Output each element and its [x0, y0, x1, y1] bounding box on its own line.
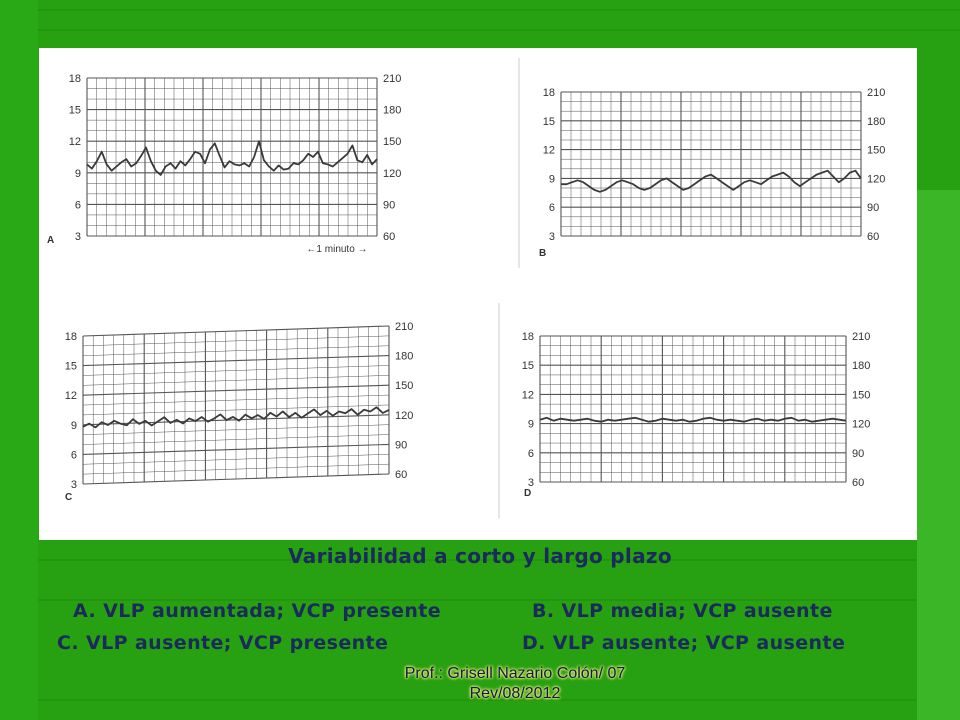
left-tick-label: 6: [528, 448, 534, 460]
ctg-panel-c: 18 15 12 9 6 3 210 180 150 120 90 60 C: [65, 321, 414, 503]
right-tick-label: 150: [867, 145, 885, 157]
right-tick-label: 120: [867, 173, 885, 185]
left-tick-label: 3: [528, 477, 534, 489]
footer-credit: Prof.: Grisell Nazario Colón/ 07 Rev/08/…: [380, 664, 650, 704]
left-tick-label: 6: [71, 449, 77, 461]
fhr-trace: [86, 140, 378, 176]
right-tick-label: 60: [395, 469, 407, 481]
left-tick-label: 3: [75, 231, 81, 243]
right-tick-label: 90: [852, 448, 864, 460]
panel-label: B: [539, 248, 546, 259]
caption-b: B. VLP media; VCP ausente: [532, 600, 833, 622]
left-tick-label: 3: [71, 479, 77, 491]
left-tick-label: 6: [75, 199, 81, 211]
caption-c: C. VLP ausente; VCP presente: [57, 632, 389, 654]
left-tick-label: 18: [69, 73, 81, 85]
right-tick-label: 120: [852, 419, 870, 431]
right-tick-label: 180: [852, 360, 870, 372]
footer-line-1: Prof.: Grisell Nazario Colón/ 07: [404, 665, 626, 682]
caption-title: Variabilidad a corto y largo plazo: [288, 544, 672, 568]
panel-label: D: [524, 488, 531, 499]
right-tick-label: 210: [383, 73, 401, 85]
left-tick-label: 9: [71, 420, 77, 432]
right-tick-label: 90: [383, 199, 395, 211]
right-tick-label: 150: [395, 380, 413, 392]
panel-label: A: [47, 235, 54, 246]
panel-label: C: [65, 492, 72, 503]
right-tick-label: 150: [852, 389, 870, 401]
right-tick-label: 150: [383, 136, 401, 148]
right-tick-label: 180: [867, 116, 885, 128]
right-tick-label: 60: [383, 231, 395, 243]
left-tick-label: 9: [549, 173, 555, 185]
left-tick-label: 6: [549, 202, 555, 214]
footer-line-2: Rev/08/2012: [469, 685, 561, 702]
right-tick-label: 90: [867, 202, 879, 214]
right-tick-label: 120: [383, 168, 401, 180]
left-tick-label: 12: [543, 145, 555, 157]
left-tick-label: 12: [65, 390, 77, 402]
right-tick-label: 210: [395, 321, 413, 333]
ctg-panel-a: 18 15 12 9 6 3 210 180 150 120 90 60 A ←1 minuto →: [47, 73, 401, 255]
time-annotation: ←1 minuto →: [306, 244, 367, 255]
fhr-trace: [539, 416, 847, 423]
right-tick-label: 60: [867, 231, 879, 243]
ctg-panel-b: 18 15 12 9 6 3 210 180 150 120 90 60 B: [539, 87, 885, 259]
fhr-trace: [561, 169, 862, 193]
left-tick-label: 15: [543, 116, 555, 128]
right-tick-label: 180: [395, 351, 413, 363]
left-tick-label: 3: [549, 231, 555, 243]
ctg-figure: 18 15 12 9 6 3 210 180 150 120 90 60 A ←1 minuto → 18 1…: [39, 48, 917, 540]
left-tick-label: 15: [69, 105, 81, 117]
right-tick-label: 210: [852, 331, 870, 343]
right-tick-label: 60: [852, 477, 864, 489]
left-tick-label: 12: [522, 389, 534, 401]
left-tick-label: 15: [65, 361, 77, 373]
left-tick-label: 18: [65, 331, 77, 343]
left-tick-label: 9: [528, 419, 534, 431]
right-tick-label: 210: [867, 87, 885, 99]
fhr-trace: [82, 406, 390, 429]
ctg-panel-d: 18 15 12 9 6 3 210 180 150 120 90 60 D: [522, 331, 871, 499]
right-tick-label: 120: [395, 410, 413, 422]
left-tick-label: 12: [69, 136, 81, 148]
right-tick-label: 90: [395, 439, 407, 451]
left-tick-label: 18: [543, 87, 555, 99]
caption-a: A. VLP aumentada; VCP presente: [73, 600, 442, 622]
left-tick-label: 9: [75, 168, 81, 180]
caption-d: D. VLP ausente; VCP ausente: [522, 632, 846, 654]
left-tick-label: 15: [522, 360, 534, 372]
right-tick-label: 180: [383, 105, 401, 117]
left-tick-label: 18: [522, 331, 534, 343]
